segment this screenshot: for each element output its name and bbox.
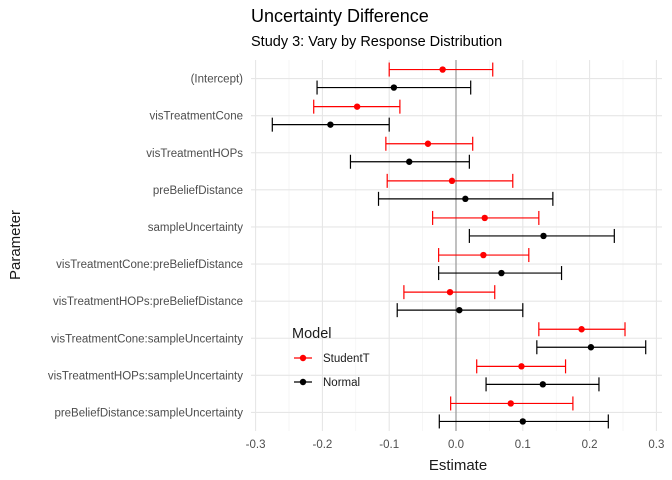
series-studentt (313, 62, 626, 411)
legend-label: StudentT (323, 353, 370, 365)
point-estimate (390, 84, 398, 91)
point-estimate (578, 326, 585, 333)
point-estimate (448, 177, 456, 185)
chart-title: Uncertainty Difference (251, 6, 429, 26)
point-estimate (327, 121, 334, 128)
legend-title: Model (292, 326, 332, 342)
point-estimate (406, 158, 413, 165)
grid-lines (251, 60, 662, 431)
x-tick-label: 0.2 (582, 439, 598, 451)
x-tick-label: 0.1 (515, 439, 531, 451)
y-axis-tick-labels: (Intercept) visTreatmentCone visTreatmentH… (48, 74, 243, 420)
y-tick-label: (Intercept) (191, 74, 244, 86)
y-tick-label: visTreatmentHOPs:preBeliefDistance (53, 296, 243, 308)
legend-item-studentt: StudentT (294, 353, 370, 365)
legend-key-point (299, 354, 307, 362)
x-tick-label: -0.1 (379, 439, 399, 451)
y-tick-label: visTreatmentCone (149, 111, 243, 123)
series-normal (271, 80, 647, 429)
legend-item-normal: Normal (294, 377, 360, 389)
point-estimate (446, 288, 454, 296)
point-estimate (480, 251, 487, 259)
point-estimate (519, 418, 526, 425)
x-tick-label: 0.3 (648, 439, 664, 451)
y-tick-label: preBeliefDistance (153, 185, 243, 197)
legend: Model StudentT Normal (292, 326, 370, 389)
series-marks (271, 62, 647, 429)
y-tick-label: visTreatmentHOPs (146, 148, 243, 160)
legend-label: Normal (323, 377, 360, 389)
point-estimate (439, 66, 446, 73)
point-estimate (539, 381, 547, 388)
y-tick-label: visTreatmentCone:sampleUncertainty (51, 333, 243, 345)
point-estimate (587, 344, 595, 351)
y-tick-label: sampleUncertainty (148, 222, 243, 234)
x-tick-label: 0.0 (448, 439, 464, 451)
x-axis-title: Estimate (429, 457, 487, 474)
x-tick-label: -0.3 (246, 439, 266, 451)
point-estimate (507, 400, 514, 407)
point-estimate (462, 195, 469, 203)
y-tick-label: visTreatmentCone:preBeliefDistance (56, 259, 243, 271)
y-tick-label: visTreatmentHOPs:sampleUncertainty (48, 370, 243, 382)
point-estimate (498, 269, 505, 277)
point-estimate (424, 140, 432, 147)
point-estimate (456, 306, 463, 314)
x-axis-tick-labels: -0.3 -0.2 -0.1 0.0 0.1 0.2 0.3 (246, 439, 665, 451)
point-estimate (353, 103, 361, 110)
x-tick-label: -0.2 (312, 439, 332, 451)
point-estimate (481, 214, 488, 222)
chart-subtitle: Study 3: Vary by Response Distribution (251, 34, 502, 50)
point-estimate (518, 363, 525, 370)
legend-key-point (299, 378, 307, 386)
y-axis-title: Parameter (7, 210, 24, 280)
y-tick-label: preBeliefDistance:sampleUncertainty (54, 407, 243, 419)
point-estimate (540, 232, 547, 240)
